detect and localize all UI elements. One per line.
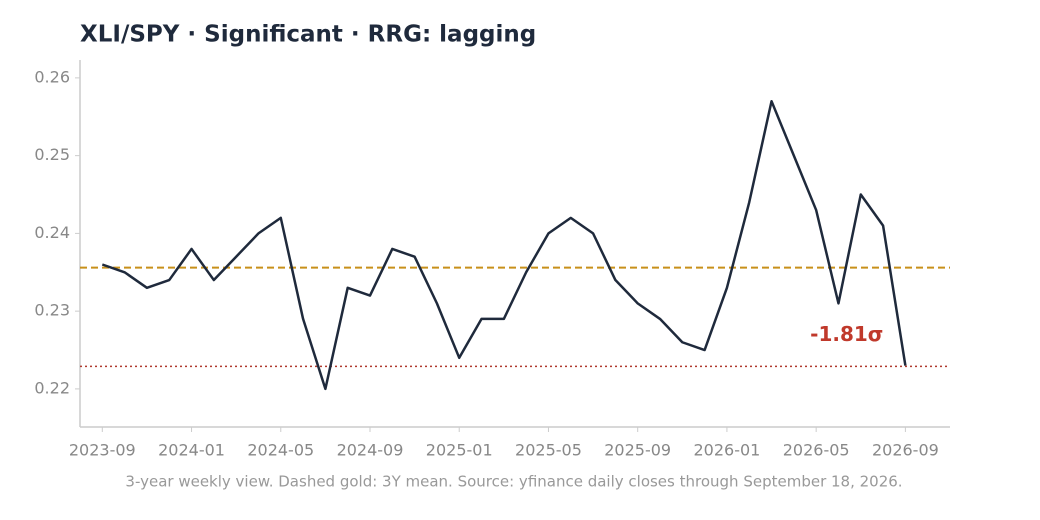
- x-tick-label: 2026-01: [693, 441, 760, 460]
- y-tick-label: 0.24: [34, 223, 70, 242]
- x-tick-label: 2026-05: [783, 441, 850, 460]
- y-tick-label: 0.23: [34, 301, 70, 320]
- x-tick-label: 2024-05: [247, 441, 314, 460]
- y-tick-label: 0.22: [34, 378, 70, 397]
- x-tick-label: 2025-09: [604, 441, 671, 460]
- x-tick-label: 2023-09: [69, 441, 136, 460]
- x-tick-label: 2025-05: [515, 441, 582, 460]
- chart-title: XLI/SPY · Significant · RRG: lagging: [80, 22, 536, 48]
- x-tick-label: 2024-01: [158, 441, 225, 460]
- annotation: -1.81σ: [810, 322, 883, 346]
- data-line: [101, 99, 907, 391]
- y-tick-label: 0.25: [34, 145, 70, 164]
- y-tick-label: 0.26: [34, 67, 70, 86]
- x-tick-label: 2026-09: [872, 441, 939, 460]
- footnote: 3-year weekly view. Dashed gold: 3Y mean…: [125, 473, 902, 491]
- x-tick-label: 2024-09: [337, 441, 404, 460]
- x-tick-label: 2025-01: [426, 441, 493, 460]
